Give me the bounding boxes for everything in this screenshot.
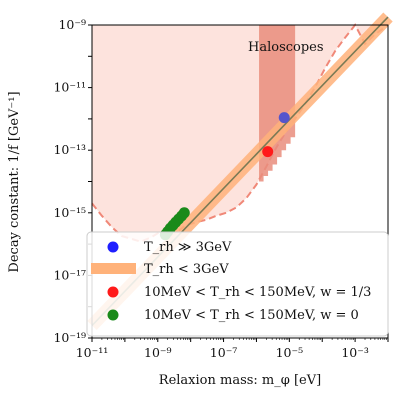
- x-tick-label: 10⁻⁷: [210, 345, 238, 360]
- y-tick-label: 10⁻¹⁵: [53, 205, 86, 220]
- y-tick-label: 10⁻¹⁷: [53, 267, 86, 282]
- legend-marker-red: [107, 286, 119, 298]
- y-tick-label: 10⁻⁹: [58, 17, 86, 32]
- haloscopes-annotation: Haloscopes: [248, 40, 324, 55]
- legend-label-red: 10MeV < T_rh < 150MeV, w = 1/3: [144, 285, 371, 300]
- y-tick-label: 10⁻¹³: [53, 142, 86, 157]
- y-tick-label: 10⁻¹¹: [53, 80, 86, 95]
- legend-marker-band: [91, 263, 136, 274]
- excluded-region: [91, 23, 389, 243]
- excluded-region-fill: [92, 25, 388, 242]
- y-axis-label: Decay constant: 1/f [GeV⁻¹]: [7, 91, 22, 272]
- legend-label-blue: T_rh ≫ 3GeV: [144, 240, 232, 255]
- legend-frame: [86, 231, 389, 337]
- blue-point: [278, 112, 290, 124]
- legend: T_rh ≫ 3GeV T_rh < 3GeV 10MeV < T_rh < 1…: [86, 231, 389, 337]
- red-point: [262, 146, 274, 158]
- legend-label-band: T_rh < 3GeV: [144, 262, 229, 277]
- legend-marker-green: [107, 309, 119, 321]
- green-point: [178, 207, 190, 219]
- excluded-region-boundary: [91, 23, 389, 243]
- y-tick-label: 10⁻¹⁹: [53, 330, 86, 345]
- x-axis-label: Relaxion mass: m_φ [eV]: [159, 373, 321, 388]
- x-tick-label: 10⁻⁵: [276, 345, 304, 360]
- ticks-layer: 10⁻¹¹ 10⁻⁹ 10⁻⁷ 10⁻⁵ 10⁻³ 10⁻⁹ 10⁻¹¹ 10⁻¹³ 10⁻¹⁵…: [53, 17, 389, 360]
- x-tick-label: 10⁻³: [341, 345, 369, 360]
- legend-marker-blue: [107, 241, 119, 253]
- x-tick-label: 10⁻⁹: [144, 345, 172, 360]
- x-tick-label: 10⁻¹¹: [76, 345, 109, 360]
- legend-label-green: 10MeV < T_rh < 150MeV, w = 0: [144, 308, 359, 323]
